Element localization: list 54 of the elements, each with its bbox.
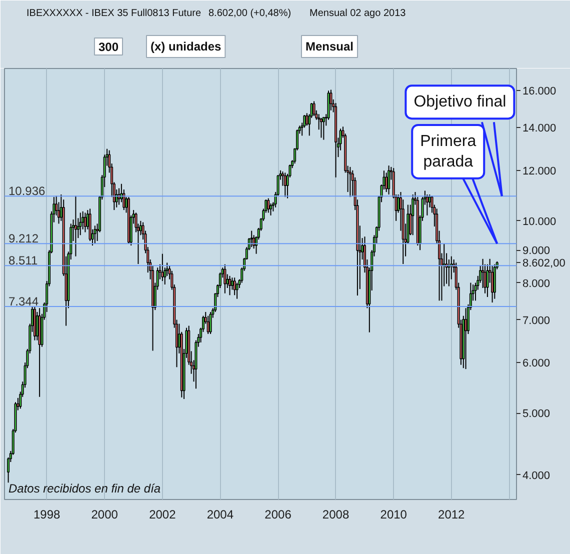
candlestick <box>322 116 325 140</box>
ref-line-label: 9.212 <box>8 232 39 246</box>
ref-line-label: 7.344 <box>8 294 39 308</box>
candlestick <box>228 275 232 296</box>
y-tick-label: 9.000 <box>522 245 550 258</box>
candlestick <box>233 277 236 296</box>
annotation: Primera parada <box>420 132 476 170</box>
y-tick-label: 16.000 <box>522 86 556 98</box>
text: (x) unidades <box>150 40 222 54</box>
y-tick-label: 5.000 <box>522 408 550 420</box>
y-tick-label: 12.000 <box>522 165 556 178</box>
candlestick <box>348 166 352 198</box>
y-tick-label: 8.602,00 <box>522 258 566 270</box>
y-tick-label: 14.000 <box>522 122 556 135</box>
y-tick-label: 6.000 <box>522 357 550 370</box>
candlestick <box>412 194 414 236</box>
x-tick-label: 1998 <box>33 508 61 522</box>
x-tick-label: 2012 <box>438 508 466 522</box>
x-tick-label: 2004 <box>206 508 234 522</box>
candlestick <box>94 225 96 244</box>
x-tick-label: 2006 <box>264 508 292 522</box>
candlestick <box>224 264 226 294</box>
candlestick <box>464 308 468 370</box>
ref-line-label: 8.511 <box>8 254 38 268</box>
text: Mensual 02 ago 2013 <box>310 8 406 19</box>
text: Mensual <box>306 40 354 54</box>
y-tick-label: 8.000 <box>522 278 550 290</box>
y-tick-label: 10.000 <box>522 216 556 228</box>
x-tick-label: 2002 <box>149 508 176 522</box>
candlestick <box>161 253 164 282</box>
ref-line-label: 10.936 <box>8 184 46 198</box>
candlestick <box>250 230 253 248</box>
candlestick <box>267 198 270 214</box>
y-tick-label: 4.000 <box>522 470 550 482</box>
candlestick <box>84 212 86 233</box>
candlestick <box>206 315 210 334</box>
candlestick <box>284 172 286 198</box>
candlestick <box>269 202 272 216</box>
candlestick <box>209 311 212 334</box>
annotation: Datos recibidos en fin de día <box>8 482 161 496</box>
y-tick-label: 7.000 <box>522 314 550 327</box>
candlestick <box>388 165 390 195</box>
x-tick-label: 2010 <box>380 508 408 522</box>
candlestick <box>312 100 316 117</box>
candlestick <box>79 212 82 236</box>
candlestick <box>426 194 428 216</box>
chart-title: IBEXXXXXX - IBEX 35 Full0813 Future <box>26 8 202 19</box>
text: 300 <box>98 40 119 54</box>
annotation: Objetivo final <box>414 94 506 111</box>
x-tick-label: 2008 <box>322 508 350 522</box>
x-tick-label: 2000 <box>91 508 118 522</box>
chart-subtitle: 8.602,00 (+0,48%) <box>208 8 292 19</box>
candlestick <box>74 195 77 257</box>
candlestick <box>320 117 322 138</box>
